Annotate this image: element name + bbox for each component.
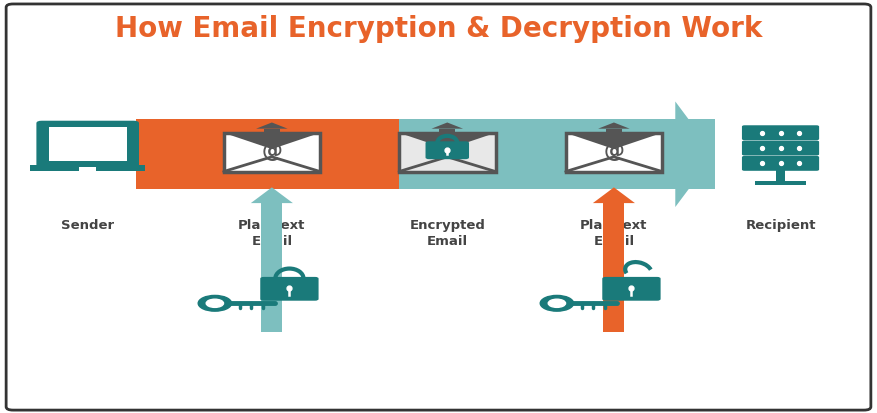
Bar — [49, 127, 126, 162]
Bar — [399, 120, 715, 190]
FancyBboxPatch shape — [425, 142, 469, 160]
Text: How Email Encryption & Decryption Work: How Email Encryption & Decryption Work — [115, 15, 762, 43]
Polygon shape — [399, 133, 496, 150]
Text: Plaintext
Email: Plaintext Email — [239, 219, 305, 248]
FancyBboxPatch shape — [742, 126, 819, 141]
Polygon shape — [431, 123, 463, 129]
Polygon shape — [251, 188, 293, 204]
Bar — [261, 204, 282, 332]
FancyBboxPatch shape — [742, 157, 819, 171]
Bar — [264, 129, 280, 133]
Polygon shape — [675, 102, 715, 207]
Bar — [754, 182, 807, 185]
Bar — [606, 129, 622, 133]
Text: Plaintext
Email: Plaintext Email — [581, 219, 647, 248]
Circle shape — [540, 296, 574, 311]
FancyBboxPatch shape — [602, 277, 660, 301]
Text: Sender: Sender — [61, 219, 114, 232]
Text: Encrypted
Email: Encrypted Email — [410, 219, 485, 248]
Circle shape — [198, 296, 232, 311]
Bar — [224, 133, 320, 172]
Circle shape — [548, 299, 566, 308]
FancyBboxPatch shape — [260, 277, 318, 301]
FancyBboxPatch shape — [37, 121, 139, 168]
Bar — [136, 120, 399, 190]
Bar — [776, 170, 786, 182]
Polygon shape — [224, 133, 320, 150]
Polygon shape — [566, 133, 662, 150]
FancyBboxPatch shape — [742, 141, 819, 156]
Circle shape — [206, 299, 224, 308]
FancyBboxPatch shape — [6, 5, 871, 410]
Text: Recipient: Recipient — [745, 219, 816, 232]
Bar — [80, 168, 96, 171]
Polygon shape — [593, 188, 635, 204]
Bar — [399, 133, 496, 172]
Bar — [30, 165, 146, 171]
Polygon shape — [598, 123, 630, 129]
Text: @: @ — [603, 141, 624, 161]
Polygon shape — [256, 123, 288, 129]
Text: @: @ — [261, 141, 282, 161]
Bar — [603, 204, 624, 332]
Bar — [566, 133, 662, 172]
Bar — [439, 129, 455, 133]
